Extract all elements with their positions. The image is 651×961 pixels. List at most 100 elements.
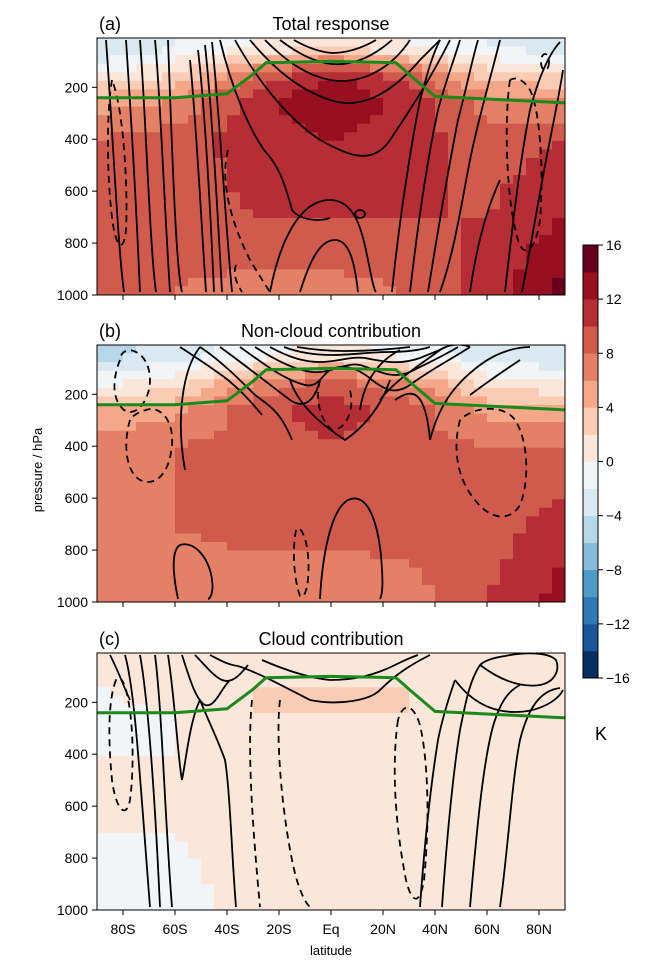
field-cell bbox=[175, 217, 189, 228]
field-cell bbox=[370, 217, 384, 228]
field-cell bbox=[448, 63, 462, 73]
field-cell bbox=[214, 584, 228, 595]
field-cell bbox=[383, 850, 397, 860]
field-cell bbox=[396, 559, 410, 569]
field-cell bbox=[461, 157, 475, 168]
field-cell bbox=[110, 140, 124, 150]
field-cell bbox=[175, 175, 189, 185]
panel-c-x-ticks: 80S 60S 40S 20S Eq 20N 40N 60N 80N bbox=[111, 910, 552, 937]
field-cell bbox=[526, 46, 540, 56]
field-cell bbox=[487, 38, 501, 48]
field-cell bbox=[539, 738, 553, 748]
field-cell bbox=[409, 858, 423, 868]
field-cell bbox=[188, 559, 202, 569]
field-cell bbox=[149, 884, 163, 894]
field-cell bbox=[513, 764, 527, 774]
x-tick-label: 80S bbox=[111, 921, 136, 937]
field-cell bbox=[175, 379, 189, 389]
field-cell bbox=[318, 260, 332, 270]
field-cell bbox=[396, 875, 410, 885]
field-cell bbox=[110, 824, 124, 834]
field-cell bbox=[435, 396, 449, 406]
field-cell bbox=[318, 106, 332, 116]
field-cell bbox=[513, 80, 527, 90]
field-cell bbox=[240, 815, 254, 825]
field-cell bbox=[552, 123, 565, 133]
field-cell bbox=[110, 269, 124, 279]
field-cell bbox=[110, 892, 124, 903]
field-cell bbox=[435, 217, 449, 228]
field-cell bbox=[266, 97, 280, 108]
field-cell bbox=[162, 456, 176, 466]
panel-a-x-ticks bbox=[122, 295, 540, 300]
field-cell bbox=[279, 832, 293, 843]
field-cell bbox=[461, 209, 475, 219]
field-cell bbox=[383, 704, 397, 714]
field-cell bbox=[175, 850, 189, 860]
field-cell bbox=[188, 695, 202, 705]
field-cell bbox=[253, 507, 267, 517]
field-cell bbox=[266, 884, 280, 894]
field-cell bbox=[279, 550, 293, 560]
field-cell bbox=[461, 764, 475, 774]
field-cell bbox=[136, 559, 150, 569]
field-cell bbox=[513, 362, 527, 372]
field-cell bbox=[513, 824, 527, 834]
field-cell bbox=[123, 550, 137, 560]
colorbar-segment bbox=[583, 596, 598, 625]
field-cell bbox=[279, 456, 293, 466]
field-cell bbox=[123, 183, 137, 193]
field-cell bbox=[344, 661, 358, 671]
contour-line bbox=[179, 346, 263, 416]
field-cell bbox=[240, 798, 254, 808]
field-cell bbox=[487, 345, 501, 355]
field-cell bbox=[240, 695, 254, 705]
field-cell bbox=[227, 456, 241, 466]
field-cell bbox=[461, 678, 475, 688]
field-cell bbox=[266, 345, 280, 355]
field-cell bbox=[227, 704, 241, 714]
field-cell bbox=[162, 670, 176, 680]
field-cell bbox=[266, 781, 280, 791]
field-cell bbox=[292, 790, 306, 800]
field-cell bbox=[539, 132, 553, 142]
field-cell bbox=[513, 439, 527, 449]
field-cell bbox=[331, 422, 345, 432]
field-cell bbox=[448, 38, 462, 48]
panel-b-title: Non-cloud contribution bbox=[241, 321, 421, 341]
y-tick-label: 200 bbox=[65, 79, 89, 95]
x-tick-label: Eq bbox=[322, 921, 339, 937]
field-cell bbox=[188, 704, 202, 714]
field-cell bbox=[513, 542, 527, 552]
field-cell bbox=[487, 387, 501, 397]
field-cell bbox=[448, 80, 462, 90]
colorbar-tick-label: 0 bbox=[606, 454, 614, 470]
field-cell bbox=[344, 730, 358, 740]
field-cell bbox=[435, 192, 449, 202]
field-cell bbox=[448, 550, 462, 560]
field-cell bbox=[409, 72, 423, 82]
field-cell bbox=[474, 824, 488, 834]
field-cell bbox=[240, 867, 254, 877]
field-cell bbox=[188, 850, 202, 860]
field-cell bbox=[279, 824, 293, 834]
field-cell bbox=[513, 353, 527, 363]
field-cell bbox=[344, 858, 358, 868]
field-cell bbox=[214, 63, 228, 73]
field-cell bbox=[97, 192, 111, 202]
field-cell bbox=[552, 516, 565, 526]
field-cell bbox=[266, 132, 280, 142]
field-cell bbox=[162, 473, 176, 483]
field-cell bbox=[253, 704, 267, 714]
field-cell bbox=[552, 798, 565, 808]
field-cell bbox=[240, 704, 254, 714]
field-cell bbox=[396, 567, 410, 577]
field-cell bbox=[448, 46, 462, 56]
field-cell bbox=[396, 584, 410, 595]
field-cell bbox=[136, 430, 150, 440]
field-cell bbox=[292, 123, 306, 133]
field-cell bbox=[305, 550, 319, 560]
field-cell bbox=[110, 507, 124, 517]
field-cell bbox=[461, 217, 475, 228]
field-cell bbox=[396, 217, 410, 228]
